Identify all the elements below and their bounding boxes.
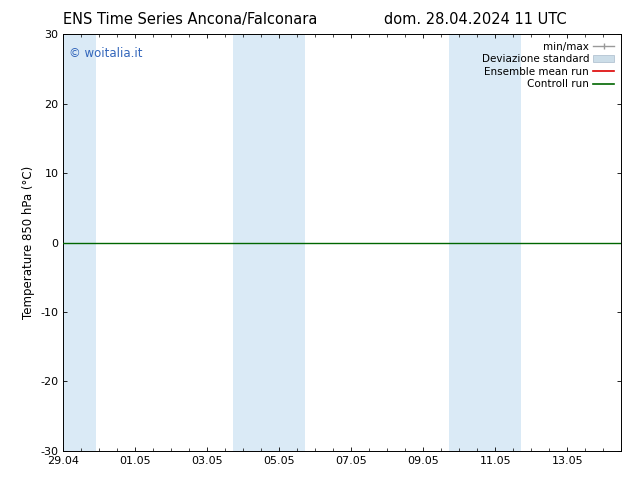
Text: ENS Time Series Ancona/Falconara: ENS Time Series Ancona/Falconara xyxy=(63,12,318,27)
Text: dom. 28.04.2024 11 UTC: dom. 28.04.2024 11 UTC xyxy=(384,12,567,27)
Bar xyxy=(448,34,521,451)
Bar xyxy=(233,34,304,451)
Legend: min/max, Deviazione standard, Ensemble mean run, Controll run: min/max, Deviazione standard, Ensemble m… xyxy=(479,40,616,92)
Bar xyxy=(63,34,96,451)
Y-axis label: Temperature 850 hPa (°C): Temperature 850 hPa (°C) xyxy=(22,166,35,319)
Text: © woitalia.it: © woitalia.it xyxy=(69,47,143,60)
